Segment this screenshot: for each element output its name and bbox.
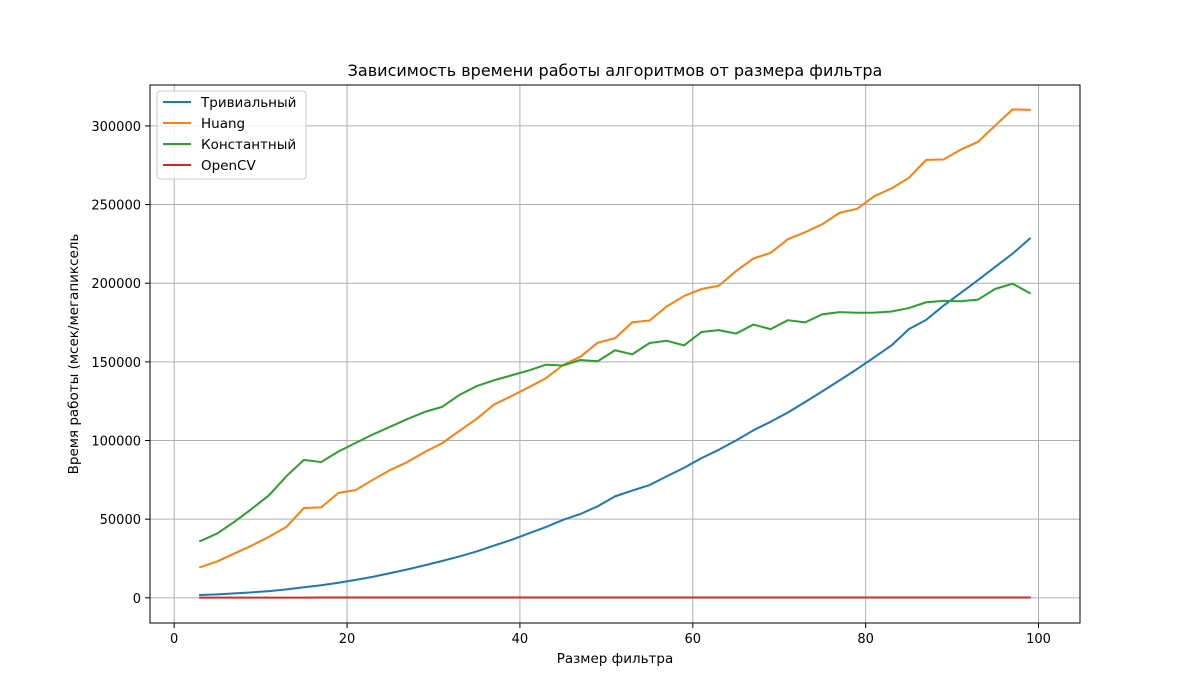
y-axis-ticks: 0 50000 100000 150000 200000 250000 300000 bbox=[91, 120, 150, 607]
series-line-constant bbox=[198, 282, 1032, 543]
y-tick-label: 250000 bbox=[91, 199, 141, 214]
legend-box bbox=[156, 90, 307, 180]
x-tick-label: 80 bbox=[857, 632, 874, 647]
legend-label-huang: Huang bbox=[201, 116, 245, 132]
chart-title: Зависимость времени работы алгоритмов от… bbox=[348, 61, 883, 80]
y-tick-label: 100000 bbox=[91, 435, 141, 450]
legend: Тривиальный Huang Константный OpenCV bbox=[156, 90, 307, 180]
y-tick-label: 200000 bbox=[91, 277, 141, 292]
x-axis-ticks: 0 20 40 60 80 100 bbox=[170, 623, 1051, 647]
legend-label-opencv: OpenCV bbox=[201, 158, 256, 174]
x-tick-label: 20 bbox=[339, 632, 356, 647]
y-tick-label: 0 bbox=[133, 592, 141, 607]
y-tick-label: 300000 bbox=[91, 120, 141, 135]
legend-label-constant: Константный bbox=[201, 137, 296, 153]
series-line-huang bbox=[198, 108, 1031, 569]
x-tick-label: 40 bbox=[512, 632, 529, 647]
y-tick-label: 150000 bbox=[91, 356, 141, 371]
x-tick-label: 60 bbox=[685, 632, 702, 647]
series-line-trivial bbox=[199, 237, 1032, 597]
series-lines bbox=[198, 108, 1032, 599]
legend-label-trivial: Тривиальный bbox=[200, 95, 296, 111]
plot-frame bbox=[149, 84, 1081, 624]
x-tick-label: 100 bbox=[1026, 632, 1051, 647]
x-tick-label: 0 bbox=[170, 632, 178, 647]
y-tick-label: 50000 bbox=[100, 513, 141, 528]
y-axis-label: Время работы (мсек/мегапиксель bbox=[66, 234, 82, 475]
x-axis-label: Размер фильтра bbox=[557, 651, 674, 667]
